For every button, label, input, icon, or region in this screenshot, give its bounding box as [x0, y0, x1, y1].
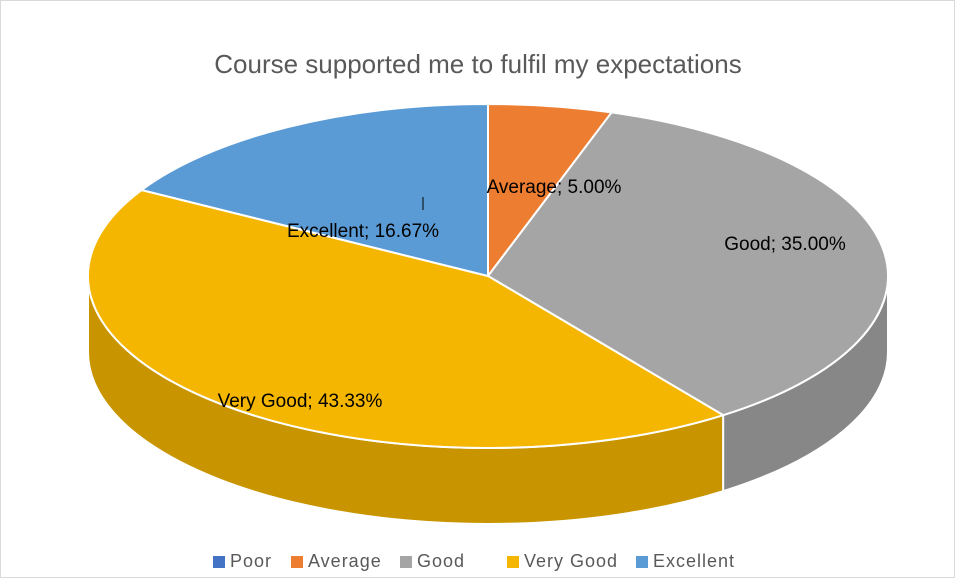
legend-label: Average — [308, 551, 382, 571]
legend-swatch — [507, 556, 519, 568]
legend-swatch — [213, 556, 225, 568]
chart-title: Course supported me to fulfil my expecta… — [214, 49, 741, 79]
legend-label: Good — [417, 551, 465, 571]
legend-swatch — [291, 556, 303, 568]
legend-label: Excellent — [653, 551, 735, 571]
legend-label: Very Good — [524, 551, 618, 571]
data-label: Excellent; 16.67% — [287, 221, 439, 242]
pie-tops — [87, 102, 889, 449]
data-label: Good; 35.00% — [724, 234, 846, 255]
data-labels: Average; 5.00% Good; 35.00% Very Good; 43.… — [218, 177, 846, 412]
legend-swatch — [636, 556, 648, 568]
legend-swatch — [400, 556, 412, 568]
legend: Poor Average Good Very Good Excellent — [213, 551, 735, 571]
slice — [87, 188, 726, 449]
data-label: Average; 5.00% — [487, 177, 622, 198]
data-label: Very Good; 43.33% — [218, 391, 383, 412]
legend-label: Poor — [230, 551, 272, 571]
slice — [139, 102, 489, 278]
slice — [486, 111, 889, 417]
